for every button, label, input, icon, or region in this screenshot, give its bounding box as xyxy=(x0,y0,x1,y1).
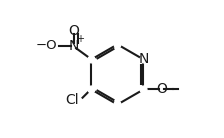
Circle shape xyxy=(114,101,121,108)
Circle shape xyxy=(88,86,95,93)
Circle shape xyxy=(88,56,95,63)
Text: O: O xyxy=(68,24,79,38)
Text: +: + xyxy=(76,34,84,44)
Text: N: N xyxy=(138,52,149,66)
Text: O: O xyxy=(156,83,167,96)
Circle shape xyxy=(140,56,147,63)
Text: −O: −O xyxy=(36,39,57,52)
Circle shape xyxy=(114,41,121,48)
Circle shape xyxy=(140,86,147,93)
Text: Cl: Cl xyxy=(65,93,78,107)
Text: N: N xyxy=(69,39,79,53)
